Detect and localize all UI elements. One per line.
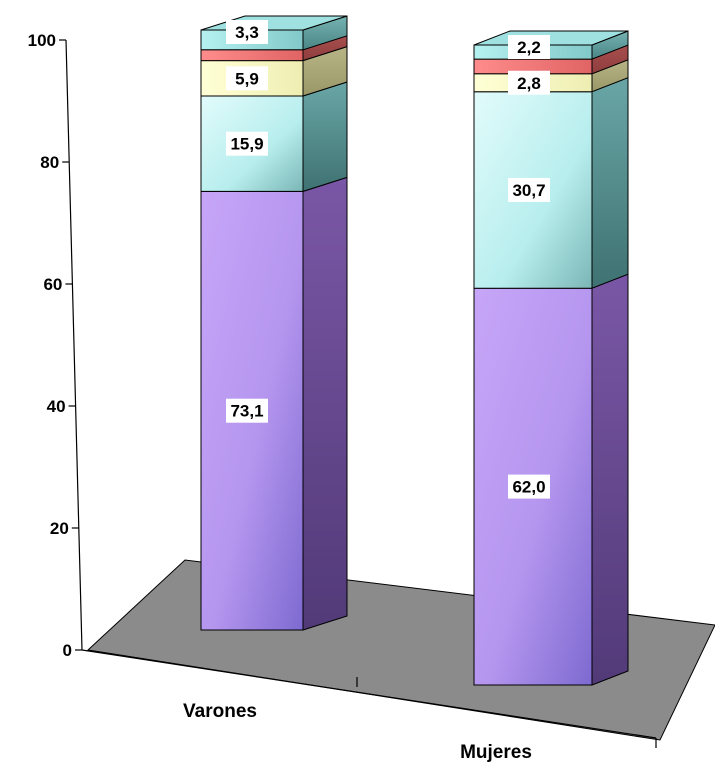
data-label-box <box>226 20 268 44</box>
data-label: 2,2 <box>517 38 541 57</box>
data-label: 30,7 <box>512 181 545 200</box>
category-label-varones: Varones <box>183 701 257 722</box>
data-label-box <box>508 35 550 59</box>
y-tick-label: 60 <box>43 275 62 294</box>
bar-stack-mujeres: 62,0 30,7 2,8 2,2 <box>473 30 629 686</box>
data-label: 73,1 <box>230 402 263 421</box>
category-label-mujeres: Mujeres <box>460 742 532 763</box>
y-tick-label: 80 <box>40 153 59 172</box>
data-label: 15,9 <box>230 135 263 154</box>
data-label: 62,0 <box>512 478 545 497</box>
bar-segment-side <box>591 76 629 289</box>
data-label-box <box>508 474 550 499</box>
bar-segment-side <box>302 81 348 193</box>
y-axis-ticks: 0 20 40 60 80 100 <box>28 31 82 660</box>
data-label-box <box>226 398 268 423</box>
data-label-box <box>508 177 550 202</box>
data-label-box <box>226 131 268 156</box>
data-label: 2,8 <box>517 74 541 93</box>
data-label: 3,3 <box>235 23 259 42</box>
bar-segment-side <box>302 176 348 631</box>
bars: 73,1 15,9 5,9 3,3 62,0 30,7 2,8 2,2 <box>200 15 629 686</box>
data-label-box <box>508 70 550 95</box>
data-label-box <box>226 66 268 91</box>
x-axis-ticks <box>356 677 657 748</box>
data-label: 5,9 <box>235 69 259 88</box>
bar-stack-varones: 73,1 15,9 5,9 3,3 <box>200 15 348 631</box>
x-axis <box>81 649 657 739</box>
y-tick-label: 100 <box>28 31 56 50</box>
bar-segment-front <box>200 49 304 62</box>
y-tick-label: 40 <box>47 397 66 416</box>
y-tick-label: 20 <box>50 519 69 538</box>
bar-segment-side <box>591 273 629 686</box>
y-tick-label: 0 <box>63 641 72 660</box>
y-axis <box>65 39 83 651</box>
